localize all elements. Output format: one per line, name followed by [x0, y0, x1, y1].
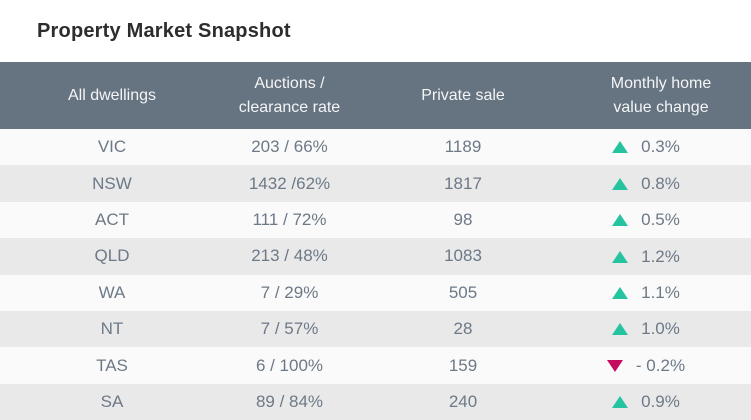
auctions-cell: 213 / 48%	[251, 246, 328, 266]
col-header-private-sale: Private sale	[355, 62, 571, 129]
change-value: 0.3%	[641, 137, 680, 157]
trend-triangle-icon	[612, 250, 629, 263]
monthly-change-cell: 1.0%	[571, 311, 751, 347]
trend-triangle-icon	[612, 177, 629, 190]
private-sale-cell: 240	[448, 391, 478, 411]
auctions-cell: 6 / 100%	[255, 355, 324, 375]
auctions-cell: 7 / 29%	[260, 282, 319, 302]
private-sale-cell: 1817	[444, 173, 482, 193]
col-header-label: Auctions /	[254, 74, 325, 92]
trend-triangle-icon	[612, 323, 629, 336]
trend-indicator: 0.5%	[612, 210, 680, 230]
state-cell: WA	[98, 282, 126, 302]
private-sale-cell: 505	[448, 282, 478, 302]
property-market-table: All dwellings Auctions / clearance rate …	[0, 62, 751, 420]
state-cell: QLD	[94, 246, 130, 266]
state-cell: SA	[100, 391, 124, 411]
monthly-change-cell: 0.5%	[571, 202, 751, 238]
private-sale-cell: 159	[448, 355, 478, 375]
col-header-label: Monthly home	[610, 74, 712, 92]
trend-triangle-icon	[612, 396, 629, 409]
table-row: WA 7 / 29% 505 1.1%	[0, 274, 751, 311]
state-cell: NSW	[92, 173, 132, 193]
auctions-cell: 89 / 84%	[255, 391, 324, 411]
private-sale-cell: 1083	[444, 246, 482, 266]
table-row: SA 89 / 84% 240 0.9%	[0, 383, 751, 420]
trend-triangle-icon	[612, 287, 629, 300]
col-header-label: clearance rate	[238, 98, 341, 116]
table-row: ACT 111 / 72% 98 0.5%	[0, 201, 751, 239]
monthly-change-cell: 0.9%	[571, 384, 751, 420]
table-row: NSW 1432 /62% 1817 0.8%	[0, 165, 751, 202]
change-value: 1.1%	[641, 283, 680, 303]
auctions-cell: 7 / 57%	[260, 319, 319, 339]
state-cell: NT	[100, 319, 124, 339]
col-header-monthly-change: Monthly home value change	[571, 62, 751, 129]
table-header-row: All dwellings Auctions / clearance rate …	[0, 62, 751, 129]
table-row: VIC 203 / 66% 1189 0.3%	[0, 129, 751, 166]
col-header-label: Private sale	[421, 86, 505, 104]
auctions-cell: 1432 /62%	[248, 173, 331, 193]
state-cell: VIC	[97, 137, 127, 157]
auctions-cell: 203 / 66%	[251, 137, 328, 157]
monthly-change-cell: 1.1%	[571, 275, 751, 311]
change-value: 0.8%	[641, 173, 680, 193]
monthly-change-cell: 1.2%	[571, 238, 751, 274]
trend-indicator: 0.8%	[612, 174, 680, 194]
private-sale-cell: 98	[453, 209, 473, 229]
trend-triangle-icon	[606, 359, 623, 372]
state-cell: ACT	[95, 209, 129, 229]
trend-triangle-icon	[612, 214, 629, 227]
col-header-label: All dwellings	[67, 86, 157, 104]
col-header-label: value change	[613, 98, 709, 116]
auctions-cell: 111 / 72%	[252, 209, 327, 229]
trend-indicator: - 0.2%	[606, 355, 686, 376]
trend-indicator: 1.0%	[612, 319, 680, 339]
change-value: 1.2%	[641, 246, 680, 266]
page-title: Property Market Snapshot	[37, 19, 291, 42]
change-value: - 0.2%	[635, 355, 686, 375]
trend-indicator: 0.3%	[612, 137, 680, 157]
table-row: NT 7 / 57% 28 1.0%	[0, 310, 751, 348]
table-row: TAS 6 / 100% 159 - 0.2%	[0, 347, 751, 384]
trend-triangle-icon	[612, 141, 629, 154]
change-value: 0.5%	[641, 210, 680, 230]
private-sale-cell: 28	[453, 319, 473, 339]
monthly-change-cell: 0.8%	[571, 165, 751, 201]
trend-indicator: 1.1%	[612, 283, 680, 303]
col-header-all-dwellings: All dwellings	[0, 62, 224, 129]
change-value: 1.0%	[641, 319, 680, 339]
monthly-change-cell: - 0.2%	[571, 347, 751, 383]
monthly-change-cell: 0.3%	[571, 129, 751, 165]
table-row: QLD 213 / 48% 1083 1.2%	[0, 238, 751, 275]
private-sale-cell: 1189	[444, 137, 482, 157]
col-header-auctions-clearance: Auctions / clearance rate	[224, 62, 355, 129]
title-bar: Property Market Snapshot	[0, 0, 751, 62]
change-value: 0.9%	[641, 392, 680, 412]
state-cell: TAS	[96, 355, 128, 375]
trend-indicator: 0.9%	[612, 392, 680, 412]
trend-indicator: 1.2%	[612, 247, 680, 267]
